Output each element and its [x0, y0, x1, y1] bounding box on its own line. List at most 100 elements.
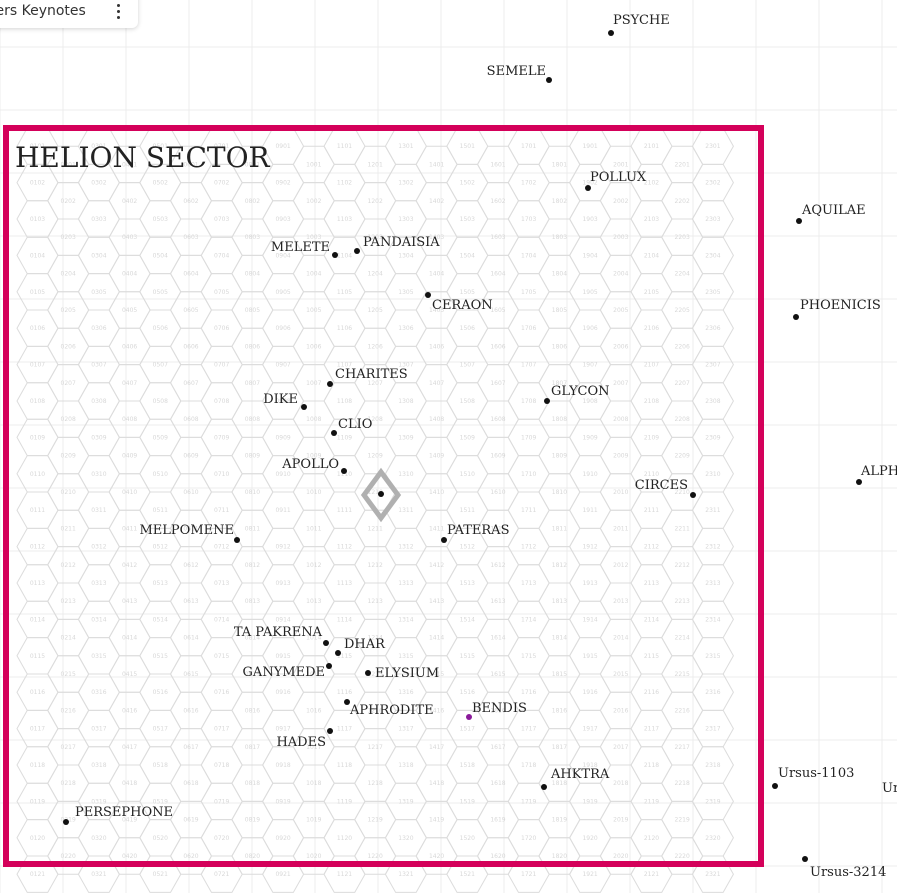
system-apollo[interactable]: APOLLO	[281, 457, 347, 474]
hex-number: 0114	[30, 616, 45, 623]
hex-number: 0103	[30, 216, 45, 223]
hex-number: 1511	[460, 507, 475, 514]
system-circes[interactable]: CIRCES	[635, 478, 696, 498]
hex-number: 1114	[337, 616, 352, 623]
hex-number: 2321	[705, 871, 720, 878]
hex-number: 0419	[122, 817, 137, 824]
hex-number: 1901	[582, 143, 597, 150]
system-dike[interactable]: DIKE	[263, 392, 307, 410]
system-dot[interactable]	[301, 404, 307, 410]
system-aphrodite[interactable]: APHRODITE	[344, 699, 434, 718]
system-dot[interactable]	[323, 640, 329, 646]
system-clio[interactable]: CLIO	[331, 417, 372, 436]
hex-number: 0512	[153, 544, 168, 551]
system-ceraon[interactable]: CERAON	[425, 292, 493, 313]
system-label: MELPOMENE	[139, 523, 234, 538]
hex-number: 0810	[245, 489, 260, 496]
system-glycon[interactable]: GLYCON	[544, 384, 610, 404]
sector-border	[3, 125, 764, 867]
system-dot[interactable]	[544, 398, 550, 404]
system-dot[interactable]	[327, 728, 333, 734]
system-dot[interactable]	[234, 537, 240, 543]
system-melete[interactable]: MELETE	[271, 240, 338, 258]
system-ursus-1103[interactable]: Ursus-1103	[772, 766, 854, 789]
hex-number: 0503	[153, 216, 168, 223]
system-dot[interactable]	[541, 784, 547, 790]
system-pandaisia[interactable]: PANDAISIA	[354, 235, 440, 254]
system-elysium[interactable]: ELYSIUM	[365, 666, 439, 681]
system-dot[interactable]	[365, 670, 371, 676]
system-dot[interactable]	[585, 185, 591, 191]
system-dot[interactable]	[354, 248, 360, 254]
system-dot[interactable]	[441, 537, 447, 543]
system-ahktra[interactable]: AHKTRA	[541, 767, 610, 790]
system-aquilae[interactable]: AQUILAE	[796, 203, 866, 224]
vertical-ellipsis-icon[interactable]	[112, 1, 124, 21]
system-pollux[interactable]: POLLUX	[585, 170, 647, 191]
system-semele[interactable]: SEMELE	[487, 64, 552, 83]
system-hades[interactable]: HADES	[276, 728, 333, 750]
system-dot[interactable]	[793, 314, 799, 320]
hex-number: 0412	[122, 562, 137, 569]
hex-number: 1719	[521, 798, 536, 805]
hex-number: 0708	[214, 398, 229, 405]
system-psyche[interactable]: PSYCHE	[608, 13, 670, 36]
system-label: ALPH	[860, 464, 897, 479]
system-dhar[interactable]: DHAR	[335, 637, 386, 656]
system-pateras[interactable]: PATERAS	[441, 523, 509, 543]
system-ganymede[interactable]: GANYMEDE	[243, 663, 332, 680]
system-dot[interactable]	[772, 783, 778, 789]
hex-number: 0513	[153, 580, 168, 587]
hex-number: 1401	[429, 161, 444, 168]
hex-number: 0720	[214, 835, 229, 842]
system-dot[interactable]	[63, 819, 69, 825]
system-phoenicis[interactable]: PHOENICIS	[793, 298, 881, 320]
system-ursus-3214[interactable]: Ursus-3214	[802, 856, 886, 880]
diamond-location-marker-icon[interactable]	[360, 467, 402, 523]
system-dot[interactable]	[546, 77, 552, 83]
system-dot[interactable]	[331, 430, 337, 436]
system-charites[interactable]: CHARITES	[327, 367, 408, 387]
hex-number: 1201	[368, 161, 383, 168]
system-label: CLIO	[338, 417, 372, 432]
system-dot[interactable]	[856, 479, 862, 485]
system-dot[interactable]	[344, 699, 350, 705]
system-ur[interactable]: Ur	[882, 781, 897, 796]
hex-number: 0405	[122, 307, 137, 314]
system-dot[interactable]	[425, 292, 431, 298]
hex-number: 1411	[429, 525, 444, 532]
system-dot[interactable]	[341, 468, 347, 474]
hex-number: 1213	[368, 598, 383, 605]
system-melpomene[interactable]: MELPOMENE	[139, 523, 240, 543]
hex-number: 1420	[429, 853, 444, 860]
system-ta-pakrena[interactable]: TA PAKRENA	[234, 625, 329, 646]
system-bendis[interactable]: BENDIS	[466, 701, 527, 720]
keynotes-title: ters Keynotes	[0, 3, 86, 19]
system-dot[interactable]	[690, 492, 696, 498]
hex-number: 1202	[368, 198, 383, 205]
system-dot[interactable]	[608, 30, 614, 36]
hex-number: 1820	[552, 853, 567, 860]
system-alph[interactable]: ALPH	[856, 464, 897, 485]
keynotes-card[interactable]: ters Keynotes	[0, 0, 138, 28]
system-dot[interactable]	[332, 252, 338, 258]
system-label: CHARITES	[335, 367, 408, 382]
hex-number: 1911	[582, 507, 597, 514]
system-persephone[interactable]: PERSEPHONE	[63, 805, 173, 825]
system-dot[interactable]	[466, 714, 472, 720]
hex-number: 1219	[368, 817, 383, 824]
system-dot[interactable]	[327, 381, 333, 387]
hex-number: 0608	[183, 416, 198, 423]
hex-number: 1507	[460, 362, 475, 369]
hex-number: 1807	[552, 380, 567, 387]
hex-number: 1407	[429, 380, 444, 387]
system-dot[interactable]	[802, 856, 808, 862]
system-dot[interactable]	[335, 650, 341, 656]
hex-number: 2211	[675, 525, 690, 532]
hex-number: 0208	[61, 416, 76, 423]
system-dot[interactable]	[796, 218, 802, 224]
hex-number: 1111	[337, 507, 352, 514]
hex-number: 1614	[490, 635, 505, 642]
system-dot[interactable]	[326, 663, 332, 669]
